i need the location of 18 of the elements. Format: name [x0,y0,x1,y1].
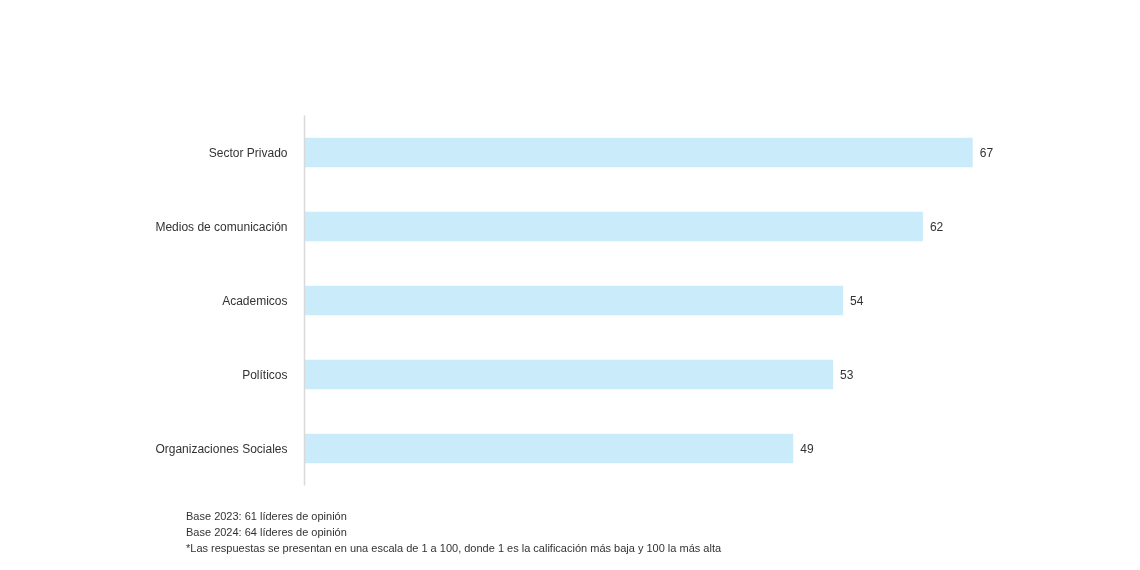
bar [304,211,923,242]
y-tick-label: Sector Privado [208,145,288,160]
data-label: 67 [979,146,994,160]
data-label: 62 [929,220,944,234]
text: Base 2023: 61 líderes de opinión [186,509,347,524]
data-label: 49 [800,442,814,456]
y-tick-label: Academicos [222,293,288,308]
data-label: 53 [840,368,854,382]
y-tick-label: Medios de comunicación [155,219,288,234]
bar [304,433,794,464]
bar [304,137,973,168]
y-tick-label: Políticos [242,367,288,382]
bar [304,285,844,316]
y-tick-label: Organizaciones Sociales [155,441,288,456]
bar [304,359,834,390]
text: Base 2024: 64 líderes de opinión [186,525,347,540]
data-label: 54 [850,294,864,308]
text: *Las respuestas se presentan en una escala de 1 a 100, donde 1 es la calificación más baja y 100 la más alta [186,541,722,556]
